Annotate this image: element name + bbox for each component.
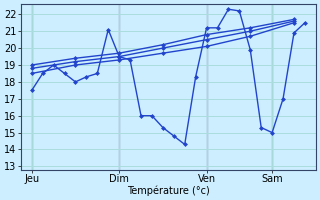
X-axis label: Température (°c): Température (°c): [127, 185, 210, 196]
